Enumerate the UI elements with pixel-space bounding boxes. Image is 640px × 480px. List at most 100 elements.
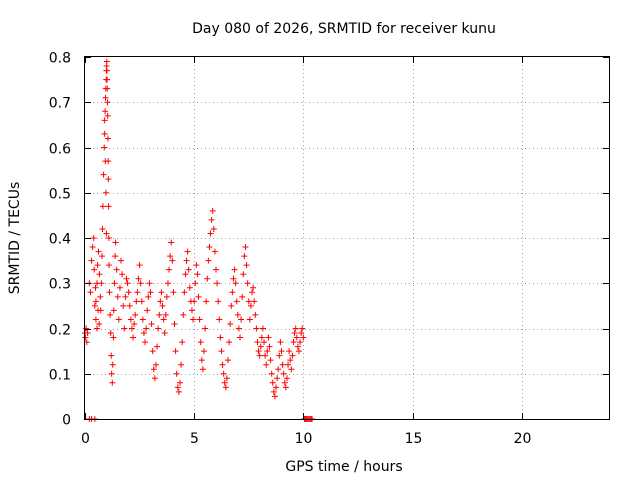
data-point — [192, 280, 199, 287]
data-point — [250, 284, 257, 291]
data-point — [105, 158, 112, 165]
data-point — [239, 293, 246, 300]
data-point — [113, 266, 120, 273]
data-point — [108, 370, 115, 377]
data-point — [221, 379, 228, 386]
ticks-layer: 0 5 10 15 20 0 0.1 0.2 0.3 0.4 0.5 0.6 0.7 0.8 — [49, 51, 609, 447]
data-point — [95, 248, 102, 255]
data-point — [185, 266, 192, 273]
data-point — [109, 379, 116, 386]
data-point — [234, 311, 241, 318]
grid-layer — [85, 57, 609, 419]
data-point — [265, 334, 272, 341]
data-point — [278, 348, 285, 355]
data-point — [157, 298, 164, 305]
data-point — [244, 280, 251, 287]
data-point — [122, 293, 129, 300]
data-point — [170, 289, 177, 296]
data-point — [166, 266, 173, 273]
data-point — [283, 375, 290, 382]
data-point — [175, 388, 182, 395]
data-point — [87, 289, 94, 296]
data-point — [124, 280, 131, 287]
data-point — [84, 330, 91, 337]
data-point — [266, 343, 273, 350]
data-point — [208, 216, 215, 223]
data-point — [88, 257, 95, 264]
data-point — [112, 253, 119, 260]
data-point — [140, 330, 147, 337]
data-point — [257, 343, 264, 350]
data-point — [246, 316, 253, 323]
data-point — [148, 320, 155, 327]
data-point — [299, 325, 306, 332]
data-point — [154, 343, 161, 350]
data-point — [99, 203, 106, 210]
data-point — [183, 257, 190, 264]
data-point — [101, 144, 108, 151]
data-point — [214, 280, 221, 287]
data-point — [233, 298, 240, 305]
data-point — [229, 289, 236, 296]
x-tick-label: 10 — [295, 431, 313, 447]
data-point — [118, 257, 125, 264]
data-point — [251, 298, 258, 305]
data-point — [116, 284, 123, 291]
data-point — [200, 348, 207, 355]
data-point — [271, 393, 278, 400]
data-point — [263, 361, 270, 368]
data-point — [147, 289, 154, 296]
data-point — [190, 316, 197, 323]
data-point — [293, 334, 300, 341]
y-tick-label: 0 — [62, 413, 71, 429]
data-point — [144, 307, 151, 314]
data-point — [132, 311, 139, 318]
data-point — [127, 316, 134, 323]
data-point — [203, 298, 210, 305]
data-point — [159, 302, 166, 309]
data-point — [134, 289, 141, 296]
data-point — [261, 339, 268, 346]
data-point — [150, 366, 157, 373]
data-point — [155, 325, 162, 332]
data-point — [207, 230, 214, 237]
data-point — [102, 108, 109, 115]
data-point — [176, 379, 183, 386]
data-point — [171, 320, 178, 327]
data-point — [178, 361, 185, 368]
data-point — [158, 289, 165, 296]
data-point — [228, 302, 235, 309]
data-point — [120, 302, 127, 309]
data-point — [174, 384, 181, 391]
data-point — [96, 271, 103, 278]
data-point — [300, 334, 307, 341]
data-point — [104, 85, 111, 92]
data-point — [291, 330, 298, 337]
data-point — [280, 370, 287, 377]
data-point — [285, 361, 292, 368]
data-point — [102, 189, 109, 196]
data-point — [205, 257, 212, 264]
data-point — [173, 370, 180, 377]
data-point — [240, 271, 247, 278]
data-point — [255, 348, 262, 355]
data-point — [92, 316, 99, 323]
y-tick-label: 0.6 — [49, 142, 71, 158]
data-point — [194, 271, 201, 278]
data-point — [286, 348, 293, 355]
data-point — [114, 293, 121, 300]
data-point — [133, 298, 140, 305]
y-tick-label: 0.1 — [49, 368, 71, 384]
y-tick-label: 0.4 — [49, 232, 71, 248]
data-point — [149, 348, 156, 355]
data-point — [270, 388, 277, 395]
data-point — [197, 339, 204, 346]
data-point — [105, 235, 112, 241]
data-point — [231, 266, 238, 273]
data-point — [282, 384, 289, 391]
data-point — [225, 357, 232, 364]
data-point — [82, 334, 89, 341]
data-point — [219, 361, 226, 368]
data-point — [297, 339, 304, 346]
data-point — [275, 366, 282, 373]
